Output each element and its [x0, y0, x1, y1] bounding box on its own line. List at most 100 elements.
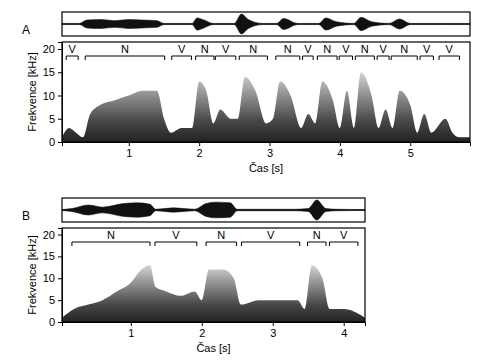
y-tick: 0	[49, 136, 62, 148]
segment-bracket	[303, 56, 314, 60]
segment-label: N	[201, 43, 209, 55]
y-tick: 15	[43, 250, 62, 262]
y-tick-label: 5	[49, 294, 55, 306]
x-tick: 2	[199, 322, 205, 339]
segment-bracket	[330, 242, 358, 246]
y-tick-mark	[58, 322, 62, 323]
x-tick-mark	[273, 322, 274, 326]
segment-label: N	[361, 43, 369, 55]
segment-label: V	[340, 229, 348, 241]
segment-label: V	[178, 43, 186, 55]
x-tick-label: 2	[197, 147, 203, 159]
segment-label: V	[379, 43, 387, 55]
segment-bracket	[439, 56, 459, 60]
x-axis: 1 2 3 4 5	[63, 142, 471, 159]
segment-label: V	[423, 43, 431, 55]
x-axis-line	[63, 323, 366, 327]
segment-label: V	[69, 43, 77, 55]
plot-marks	[62, 72, 470, 142]
x-tick-mark	[344, 322, 345, 326]
segment-label: V	[267, 229, 275, 241]
x-tick-mark	[129, 142, 130, 146]
y-tick: 10	[43, 90, 62, 102]
x-tick-label: 3	[270, 327, 276, 339]
spectrogram-energy	[62, 265, 365, 322]
segment-label: V	[172, 229, 180, 241]
y-axis-line	[58, 43, 63, 143]
x-axis-line	[63, 143, 471, 147]
y-tick: 10	[43, 272, 62, 284]
y-tick: 15	[43, 66, 62, 78]
y-tick: 5	[49, 294, 62, 306]
y-axis: 0 5 10 15 20	[43, 43, 63, 149]
x-tick-label: 4	[341, 327, 347, 339]
y-tick-mark	[58, 278, 62, 279]
x-tick-label: 5	[408, 147, 414, 159]
y-tick-label: 5	[49, 113, 55, 125]
y-axis-title: Frekvence [kHz]	[26, 235, 38, 314]
x-tick-mark	[270, 142, 271, 146]
segment-bracket	[72, 242, 150, 246]
segment-bracket	[206, 242, 237, 246]
y-tick-mark	[58, 256, 62, 257]
panel-title: A	[22, 23, 30, 37]
y-axis: 0 5 10 15 20	[43, 229, 63, 329]
segment-label: N	[284, 43, 292, 55]
segment-label: N	[400, 43, 408, 55]
segment-label: N	[121, 43, 129, 55]
y-tick-label: 15	[43, 66, 55, 78]
segment-bracket	[196, 56, 214, 60]
segment-label: N	[313, 229, 321, 241]
waveform-frame	[62, 12, 470, 36]
y-tick: 5	[49, 113, 62, 125]
segment-brackets: VNVNVNNVNVNVNVV	[66, 43, 459, 60]
panel-title: B	[22, 209, 30, 223]
y-tick: 20	[43, 43, 62, 55]
segment-bracket	[355, 56, 374, 60]
y-tick-mark	[58, 142, 62, 143]
x-tick: 3	[267, 142, 273, 159]
x-tick: 1	[128, 322, 134, 339]
y-tick-mark	[58, 72, 62, 73]
waveform-frame	[62, 198, 365, 222]
y-tick-mark	[58, 49, 62, 50]
y-tick-label: 20	[43, 229, 55, 241]
x-tick-label: 1	[126, 147, 132, 159]
x-tick: 2	[197, 142, 203, 159]
plot-frame	[62, 228, 365, 322]
waveform	[62, 14, 470, 34]
y-tick-mark	[58, 95, 62, 96]
x-axis: 1 2 3 4	[63, 322, 366, 339]
x-tick-label: 2	[199, 327, 205, 339]
x-tick: 5	[408, 142, 414, 159]
segment-bracket	[339, 56, 352, 60]
x-tick-mark	[340, 142, 341, 146]
x-tick-label: 4	[337, 147, 343, 159]
segment-bracket	[215, 56, 235, 60]
x-tick: 3	[270, 322, 276, 339]
waveform-group	[62, 200, 365, 220]
y-tick-mark	[58, 300, 62, 301]
segment-label: N	[323, 43, 331, 55]
segment-label: N	[107, 229, 115, 241]
y-tick-label: 10	[43, 272, 55, 284]
segment-bracket	[239, 56, 267, 60]
y-tick-label: 20	[43, 43, 55, 55]
x-tick-mark	[131, 322, 132, 326]
segment-bracket	[317, 56, 337, 60]
x-tick-mark	[199, 142, 200, 146]
y-tick-label: 0	[49, 316, 55, 328]
segment-bracket	[155, 242, 197, 246]
segment-bracket	[85, 56, 164, 60]
segment-bracket	[377, 56, 389, 60]
y-tick-label: 10	[43, 90, 55, 102]
x-tick-label: 3	[267, 147, 273, 159]
segment-bracket	[391, 56, 417, 60]
x-tick: 4	[337, 142, 343, 159]
segment-bracket	[242, 242, 300, 246]
segment-label: N	[249, 43, 257, 55]
y-tick-label: 15	[43, 250, 55, 262]
panel: 0510152012345Čas [s]Frekvence [kHz]AVNVN…	[22, 12, 471, 174]
x-tick: 4	[341, 322, 347, 339]
figure: 0510152012345Čas [s]Frekvence [kHz]AVNVN…	[0, 0, 500, 360]
